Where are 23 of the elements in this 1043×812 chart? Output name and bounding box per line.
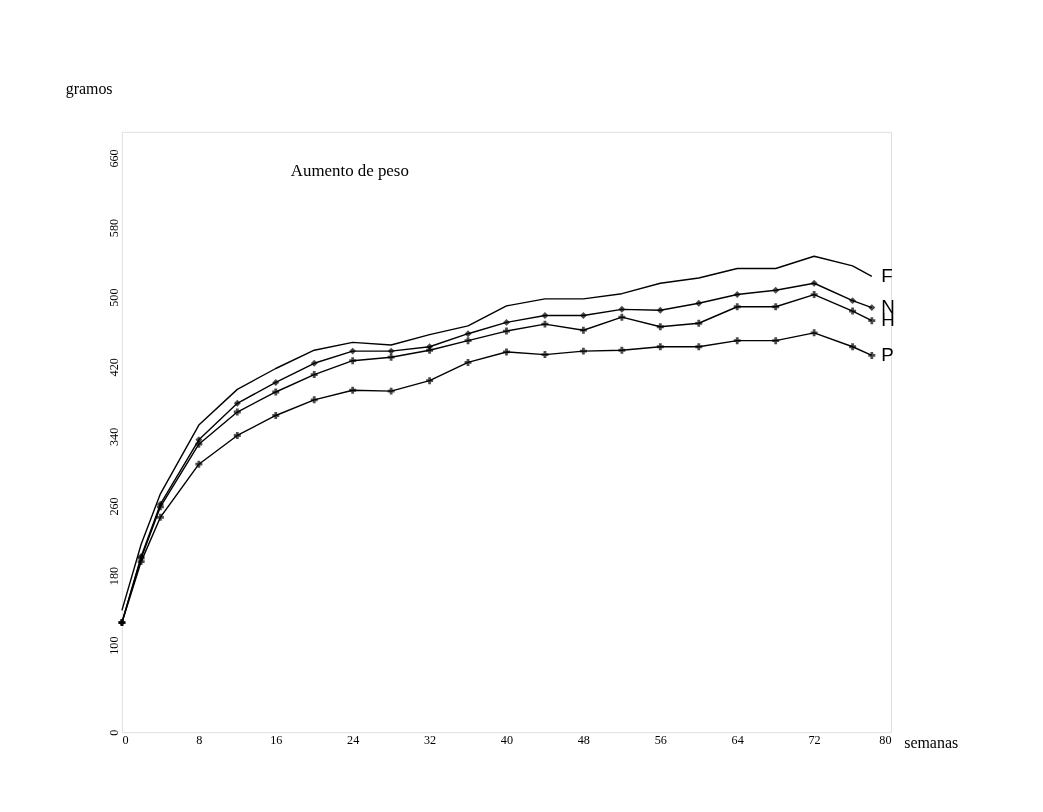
y-tick-label: 660 — [106, 149, 121, 168]
x-tick-label: 24 — [347, 732, 360, 747]
y-tick-label: 180 — [106, 566, 121, 586]
x-tick-label: 16 — [270, 732, 283, 747]
x-tick-label: 40 — [500, 732, 514, 747]
x-tick-label: 32 — [423, 732, 437, 747]
y-tick-label: 260 — [106, 497, 121, 516]
x-tick-label: 80 — [879, 732, 892, 747]
x-tick-label: 64 — [731, 732, 744, 747]
x-tick-label: 48 — [577, 732, 590, 747]
y-tick-label: 100 — [106, 636, 121, 655]
text: Aumento de peso — [290, 160, 409, 180]
y-axis-title: gramos — [65, 80, 113, 99]
x-tick-label: 8 — [196, 732, 203, 747]
x-tick-label: 56 — [654, 732, 667, 747]
x-tick-label: 72 — [808, 732, 821, 747]
y-tick-label: 340 — [106, 427, 121, 446]
y-tick-label: 420 — [106, 358, 121, 377]
y-tick-label: 500 — [106, 288, 121, 307]
series-label: F — [881, 264, 893, 286]
series-label: P — [881, 344, 894, 366]
x-axis-title: semanas — [904, 734, 959, 752]
y-tick-label: 580 — [106, 218, 121, 238]
